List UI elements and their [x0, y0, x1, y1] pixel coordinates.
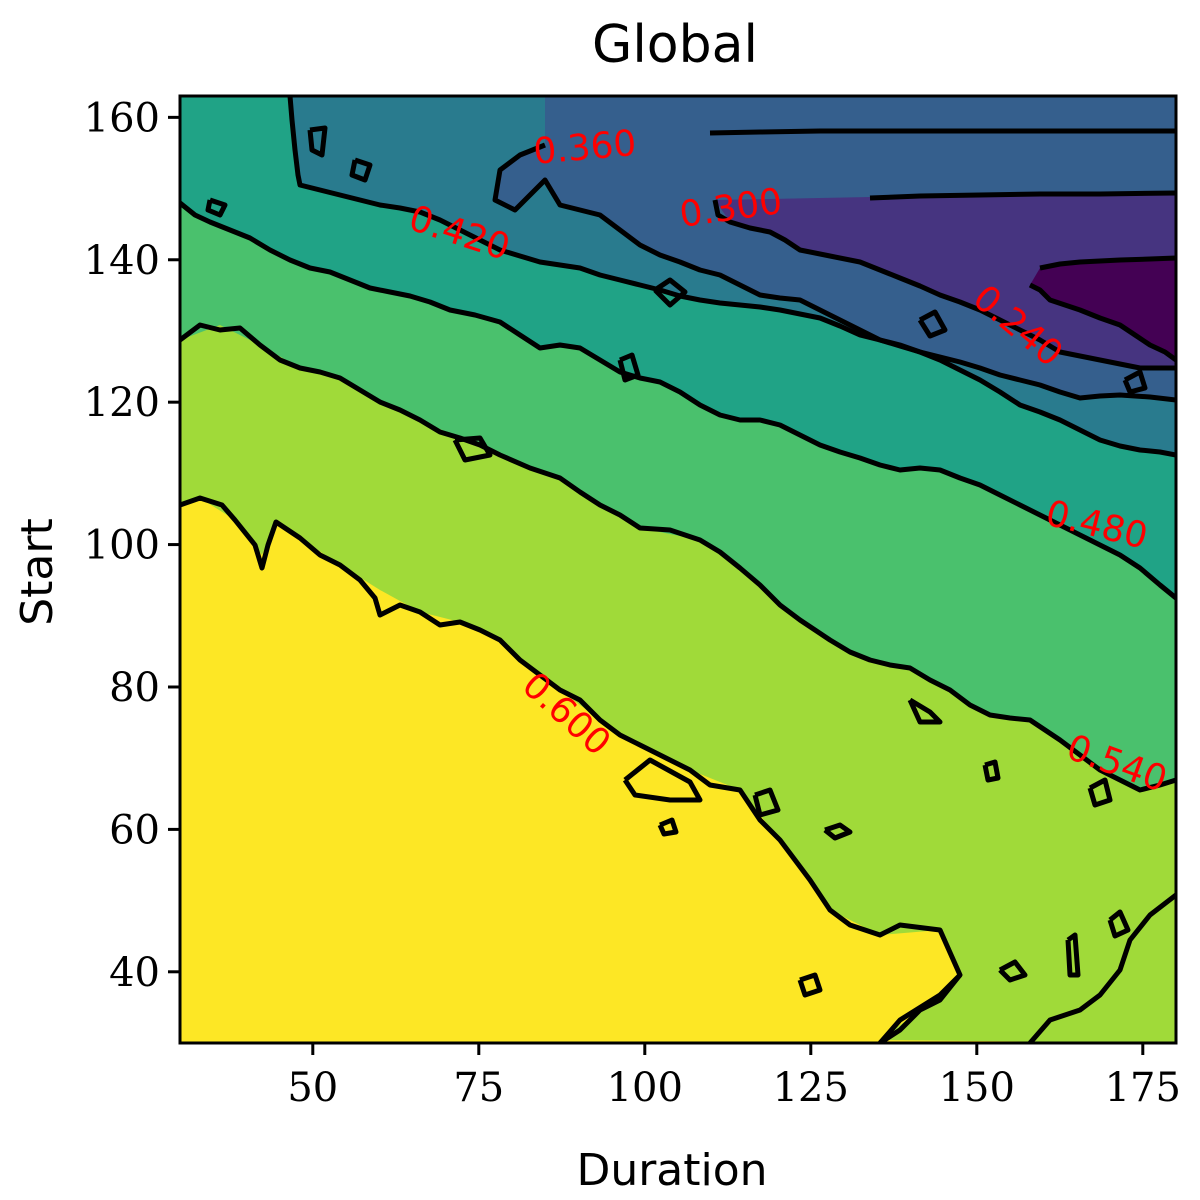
- contour-line: [869, 190, 1176, 201]
- contour-line: [180, 322, 1176, 793]
- contour-line: [180, 201, 1176, 600]
- contour-line: [492, 142, 1176, 403]
- x-tick-label: 100: [607, 1065, 683, 1111]
- y-tick-label: 100: [84, 523, 160, 569]
- contour-line: [878, 973, 962, 1043]
- contour-line: [917, 309, 948, 339]
- contour-line: [1028, 282, 1176, 363]
- plot-frame: [178, 94, 1178, 1045]
- contour-line: [653, 277, 688, 308]
- contour-line: [797, 972, 823, 998]
- contour-line: [307, 125, 328, 158]
- contour-lines: [180, 96, 1176, 1043]
- y-tick-label: 140: [84, 238, 160, 284]
- contour-line: [205, 197, 228, 218]
- contour-band: [1030, 258, 1176, 360]
- y-tick-label: 80: [109, 665, 160, 711]
- x-axis: 50 75 100 125 150 175: [287, 1043, 1181, 1111]
- x-tick-label: 75: [453, 1065, 504, 1111]
- y-axis: 40 60 80 100 120 140 160: [84, 95, 180, 996]
- contour-line: [823, 822, 853, 841]
- x-tick-label: 125: [773, 1065, 849, 1111]
- contour-line: [1065, 932, 1081, 978]
- chart-title: Global: [592, 15, 758, 75]
- contour-line: [982, 759, 1001, 783]
- contour-line: [907, 697, 943, 725]
- contour-line: [712, 199, 1176, 371]
- contour-line: [1122, 369, 1148, 395]
- contour-line: [1028, 893, 1176, 1043]
- contour-line: [709, 128, 1176, 136]
- contour-line: [1107, 909, 1131, 939]
- y-tick-label: 60: [109, 807, 160, 853]
- y-tick-label: 40: [109, 950, 160, 996]
- contour-line: [349, 157, 373, 183]
- contour-line: [998, 959, 1028, 983]
- x-axis-label: Duration: [576, 1145, 767, 1196]
- y-tick-label: 120: [84, 380, 160, 426]
- x-tick-label: 175: [1105, 1065, 1181, 1111]
- contour-line: [180, 495, 963, 1043]
- x-tick-label: 50: [287, 1065, 338, 1111]
- x-tick-label: 150: [939, 1065, 1015, 1111]
- contour-line: [657, 817, 679, 837]
- contour-line: [752, 787, 781, 818]
- contour-line: [1039, 255, 1176, 271]
- y-tick-label: 160: [84, 95, 160, 141]
- contour-level-label: 0.360: [532, 123, 638, 173]
- y-axis-label: Start: [12, 518, 63, 626]
- contour-line: [1087, 777, 1113, 808]
- contour-band: [715, 193, 1176, 368]
- contour-line: [622, 757, 703, 803]
- contour-line: [287, 96, 1176, 458]
- contour-line: [617, 352, 641, 383]
- contour-line: [452, 435, 493, 463]
